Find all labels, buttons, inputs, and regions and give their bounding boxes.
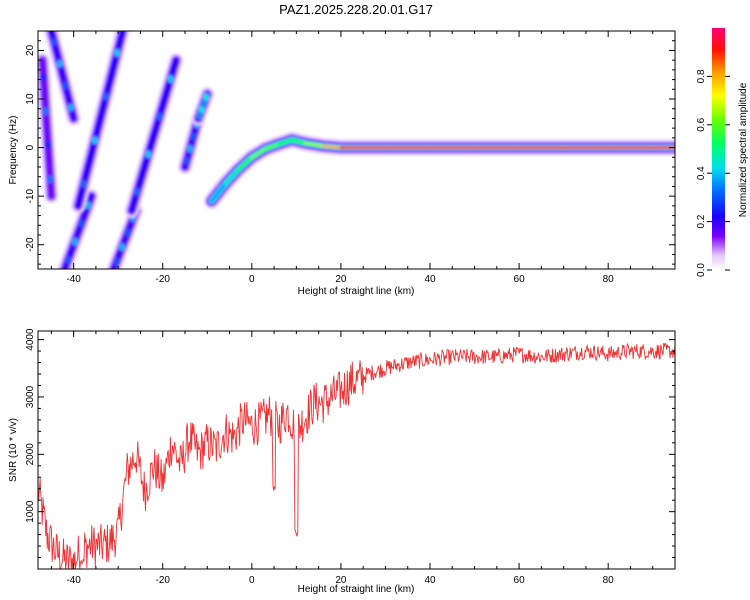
spectrogram-y-tick-label: 0: [25, 144, 36, 150]
spectrogram-track-blob: [167, 74, 174, 83]
spectrogram-track-blob: [91, 136, 98, 145]
spectrogram-track-blob: [200, 99, 207, 108]
spectrogram-x-tick-label: 60: [514, 274, 526, 285]
snr-x-tick-label: -20: [156, 575, 171, 586]
colorbar-ticks: 0.0 0.2 0.4 0.6 0.8: [696, 69, 730, 277]
spectrogram-track-blob: [198, 105, 205, 114]
spectrogram-track-blob: [183, 156, 190, 165]
spectrogram-track-blob: [47, 175, 54, 184]
main-curve-core: [303, 141, 325, 148]
spectrogram-track-blob: [134, 187, 141, 196]
snr-x-axis-label: Height of straight line (km): [298, 584, 415, 595]
snr-panel: -40 -20 0 20 40 60 80 1000 2000 3000 4000 Height o…: [8, 328, 676, 595]
spectrogram-track-core: [129, 57, 179, 214]
snr-y-tick-label: 3000: [25, 385, 36, 408]
spectrogram-track-blob: [51, 37, 58, 46]
spectrogram-track-blob: [145, 150, 152, 159]
spectrogram-x-tick-label: 40: [424, 274, 436, 285]
spectrogram-frame: [37, 30, 676, 270]
spectrogram-track-blob: [45, 141, 52, 150]
snr-axes: -40 -20 0 20 40 60 80 1000 2000 3000 4000: [25, 328, 676, 586]
spectrogram-track-blob: [119, 243, 126, 252]
spectrogram-track-blob: [62, 81, 69, 90]
spectrogram-track-core: [39, 57, 54, 199]
spectrogram-axes: -40 -20 0 20 40 60 80 -20 -10 0 10 20: [25, 30, 676, 285]
main-curve-core: [321, 144, 343, 150]
spectrogram-x-tick-label: 0: [249, 274, 255, 285]
spectrogram-y-tick-label: -10: [25, 188, 36, 203]
spectrogram-y-tick-label: 20: [25, 44, 36, 56]
snr-y-tick-label: 2000: [25, 443, 36, 466]
spectrogram-track-blob: [78, 219, 85, 228]
spectrogram-x-axis-label: Height of straight line (km): [298, 286, 415, 297]
main-curve-core: [290, 138, 307, 145]
spectrogram-track-blob: [156, 112, 163, 121]
spectrogram-track-blob: [203, 93, 210, 102]
spectrogram-track-blob: [196, 111, 203, 120]
spectrogram-track-blob: [56, 59, 63, 68]
spectrogram-track-blob: [42, 107, 49, 116]
colorbar-gradient: [712, 28, 725, 270]
main-curve-core: [236, 155, 254, 171]
spectrogram-y-axis-label: Frequency (Hz): [8, 116, 19, 185]
snr-series-line: [38, 342, 675, 569]
main-curve-core: [210, 182, 227, 203]
spectrogram-track-blob: [65, 255, 72, 264]
snr-frame: [37, 330, 676, 570]
colorbar-label: Normalized spectral amplitude: [738, 82, 749, 217]
snr-x-tick-label: 20: [335, 575, 347, 586]
spectrogram-track-blob: [190, 132, 197, 141]
main-curve-core: [250, 147, 267, 159]
colorbar-tick-label: 0.6: [696, 117, 707, 131]
spectrogram-track-blob: [80, 180, 87, 188]
spectrogram-track-blob: [113, 257, 120, 266]
spectrogram-x-tick-label: -20: [156, 274, 171, 285]
snr-x-tick-label: 60: [514, 575, 526, 586]
spectrogram-track-core: [75, 31, 126, 209]
spectrogram-track-blob: [102, 92, 109, 101]
main-curve-core: [277, 138, 294, 146]
spectrogram-track-blob: [40, 73, 47, 82]
spectrogram-track-blob: [71, 237, 78, 246]
spectrogram-x-tick-label: -40: [66, 274, 81, 285]
snr-y-tick-label: 4000: [25, 328, 36, 351]
snr-y-tick-label: 1000: [25, 500, 36, 523]
colorbar: 0.0 0.2 0.4 0.6 0.8 Normalized spectral ampl…: [696, 28, 749, 277]
spectrogram-energy: [38, 31, 675, 269]
snr-x-tick-label: 40: [424, 575, 436, 586]
spectrogram-panel: -40 -20 0 20 40 60 80 -20 -10 0 10 20 Height of str…: [8, 30, 676, 297]
snr-x-tick-label: 0: [249, 575, 255, 586]
spectrogram-track-blob: [85, 201, 92, 210]
spectrogram-track-blob: [67, 103, 74, 112]
colorbar-tick-label: 0.8: [696, 69, 707, 83]
snr-x-tick-label: -40: [66, 575, 81, 586]
spectrogram-track-blob: [124, 228, 131, 237]
main-curve-core: [263, 142, 281, 151]
spectrogram-x-tick-label: 20: [335, 274, 347, 285]
spectrogram-plot-area: [38, 31, 675, 269]
snr-plot-area: [38, 342, 675, 569]
snr-x-tick-label: 80: [603, 575, 615, 586]
colorbar-tick-label: 0.2: [696, 214, 707, 228]
spectrogram-track-blob: [187, 144, 194, 153]
colorbar-tick-label: 0.4: [696, 166, 707, 180]
spectrogram-track-blob: [114, 48, 121, 57]
main-curve-core: [223, 167, 240, 186]
spectrogram-x-tick-label: 80: [603, 274, 615, 285]
colorbar-tick-label: 0.0: [696, 263, 707, 277]
figure-title: PAZ1.2025.228.20.01.G17: [279, 2, 433, 17]
spectrogram-y-tick-label: 10: [25, 93, 36, 105]
spectrogram-y-tick-label: -20: [25, 237, 36, 252]
snr-y-axis-label: SNR (10 * v/v): [8, 418, 19, 482]
